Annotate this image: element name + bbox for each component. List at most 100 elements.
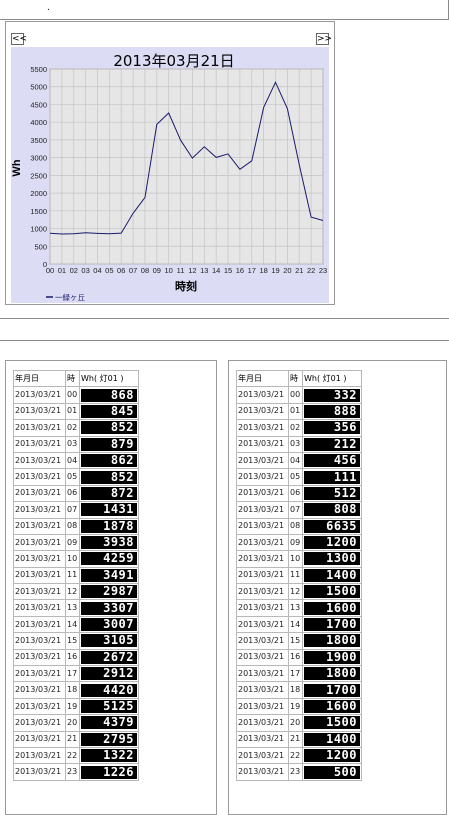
table-row: 2013/03/21 01 888 — [236, 402, 362, 421]
date-cell: 2013/03/21 — [236, 681, 289, 699]
next-day-button[interactable]: >> — [316, 33, 333, 45]
hour-cell: 13 — [288, 599, 303, 617]
table-row: 2013/03/21 22 1200 — [236, 746, 362, 765]
header-date: 年月日 — [13, 369, 66, 388]
hour-cell: 05 — [65, 468, 80, 486]
date-cell: 2013/03/21 — [13, 599, 66, 617]
hour-cell: 09 — [65, 533, 80, 552]
date-cell: 2013/03/21 — [236, 501, 289, 519]
table-row: 2013/03/21 23 500 — [236, 763, 362, 781]
date-cell: 2013/03/21 — [13, 566, 66, 585]
y-tick-label: 5000 — [30, 83, 47, 92]
led-value-display: 5125 — [81, 700, 137, 713]
table-row: 2013/03/21 04 862 — [13, 451, 139, 470]
middle-divider-bottom — [0, 340, 449, 341]
table-row: 2013/03/21 20 4379 — [13, 714, 139, 732]
hour-cell: 06 — [288, 484, 303, 503]
hour-cell: 03 — [65, 435, 80, 453]
hour-cell: 17 — [65, 665, 80, 683]
header-hour: 時 — [288, 369, 303, 388]
hour-cell: 09 — [288, 533, 303, 552]
wh-cell: 1878 — [79, 517, 139, 535]
hour-cell: 01 — [65, 402, 80, 421]
x-tick-label: 19 — [271, 266, 279, 275]
led-value-display: 1700 — [304, 618, 360, 632]
led-value-display: 332 — [304, 388, 360, 402]
series-line — [49, 81, 324, 235]
x-tick-label: 05 — [105, 266, 113, 275]
led-value-display: 3491 — [81, 568, 137, 582]
led-value-display: 4259 — [81, 552, 137, 566]
table-row: 2013/03/21 08 6635 — [236, 517, 362, 535]
date-cell: 2013/03/21 — [13, 419, 66, 437]
date-cell: 2013/03/21 — [236, 533, 289, 552]
led-value-display: 512 — [304, 486, 360, 500]
wh-cell: 1800 — [302, 665, 362, 683]
wh-cell: 500 — [302, 763, 362, 781]
table-row: 2013/03/21 12 2987 — [13, 583, 139, 601]
hour-cell: 04 — [65, 451, 80, 470]
y-axis-label: Wh — [11, 159, 23, 176]
y-tick-label: 0 — [43, 260, 47, 269]
wh-cell: 4420 — [79, 681, 139, 699]
page-marker: . — [47, 2, 50, 13]
x-tick-label: 08 — [141, 266, 149, 275]
wh-cell: 808 — [302, 501, 362, 519]
table-row: 2013/03/21 08 1878 — [13, 517, 139, 535]
hour-cell: 00 — [65, 386, 80, 404]
date-cell: 2013/03/21 — [13, 648, 66, 667]
table-header-row: 年月日時 Wh( 灯01 ) — [13, 369, 139, 388]
date-cell: 2013/03/21 — [236, 468, 289, 486]
x-tick-label: 12 — [188, 266, 196, 275]
chart-panel: << >> 0 500 1000 1500 2000 2500 3000 3500 4000 45… — [5, 21, 335, 305]
x-tick-label: 11 — [177, 266, 185, 275]
led-value-display: 1300 — [304, 552, 360, 566]
led-value-display: 3938 — [81, 536, 137, 550]
x-tick-label: 14 — [212, 266, 220, 275]
wh-cell: 111 — [302, 468, 362, 486]
table-row: 2013/03/21 18 4420 — [13, 681, 139, 699]
led-value-display: 888 — [304, 404, 360, 418]
date-cell: 2013/03/21 — [13, 501, 66, 519]
table-row: 2013/03/21 02 852 — [13, 419, 139, 437]
table-row: 2013/03/21 03 879 — [13, 435, 139, 453]
led-value-display: 872 — [81, 486, 137, 500]
table-row: 2013/03/21 20 1500 — [236, 714, 362, 732]
hour-cell: 23 — [288, 763, 303, 781]
table-row: 2013/03/21 19 5125 — [13, 697, 139, 716]
table-panel-left: 年月日時 Wh( 灯01 ) 2013/03/21 00 868 2013/03/21 01… — [5, 360, 217, 815]
x-tick-label: 06 — [117, 266, 125, 275]
table-row: 2013/03/21 05 111 — [236, 468, 362, 486]
table-row: 2013/03/21 03 212 — [236, 435, 362, 453]
x-tick-label: 21 — [295, 266, 303, 275]
energy-line-chart: 0500100015002000250030003500400045005000… — [11, 47, 329, 303]
hour-cell: 00 — [288, 386, 303, 404]
table-row: 2013/03/21 15 3105 — [13, 632, 139, 650]
hour-cell: 21 — [288, 730, 303, 748]
date-cell: 2013/03/21 — [236, 599, 289, 617]
wh-cell: 356 — [302, 419, 362, 437]
led-value-display: 1500 — [304, 716, 360, 730]
x-tick-label: 16 — [236, 266, 244, 275]
led-value-display: 500 — [304, 765, 360, 779]
date-cell: 2013/03/21 — [13, 435, 66, 453]
wh-cell: 3491 — [79, 566, 139, 585]
hour-cell: 14 — [288, 615, 303, 634]
wh-cell: 456 — [302, 451, 362, 470]
hour-cell: 06 — [65, 484, 80, 503]
date-cell: 2013/03/21 — [13, 468, 66, 486]
table-row: 2013/03/21 13 1600 — [236, 599, 362, 617]
table-row: 2013/03/21 00 868 — [13, 386, 139, 404]
table-row: 2013/03/21 17 1800 — [236, 665, 362, 683]
y-tick-label: 1500 — [30, 207, 47, 216]
date-cell: 2013/03/21 — [13, 517, 66, 535]
led-value-display: 1700 — [304, 683, 360, 697]
prev-day-button[interactable]: << — [11, 33, 28, 45]
led-value-display: 2987 — [81, 585, 137, 599]
table-row: 2013/03/21 21 1400 — [236, 730, 362, 748]
date-cell: 2013/03/21 — [13, 665, 66, 683]
led-value-display: 808 — [304, 503, 360, 517]
hour-cell: 02 — [65, 419, 80, 437]
x-axis-label: 時刻 — [175, 279, 197, 293]
wh-cell: 868 — [79, 386, 139, 404]
